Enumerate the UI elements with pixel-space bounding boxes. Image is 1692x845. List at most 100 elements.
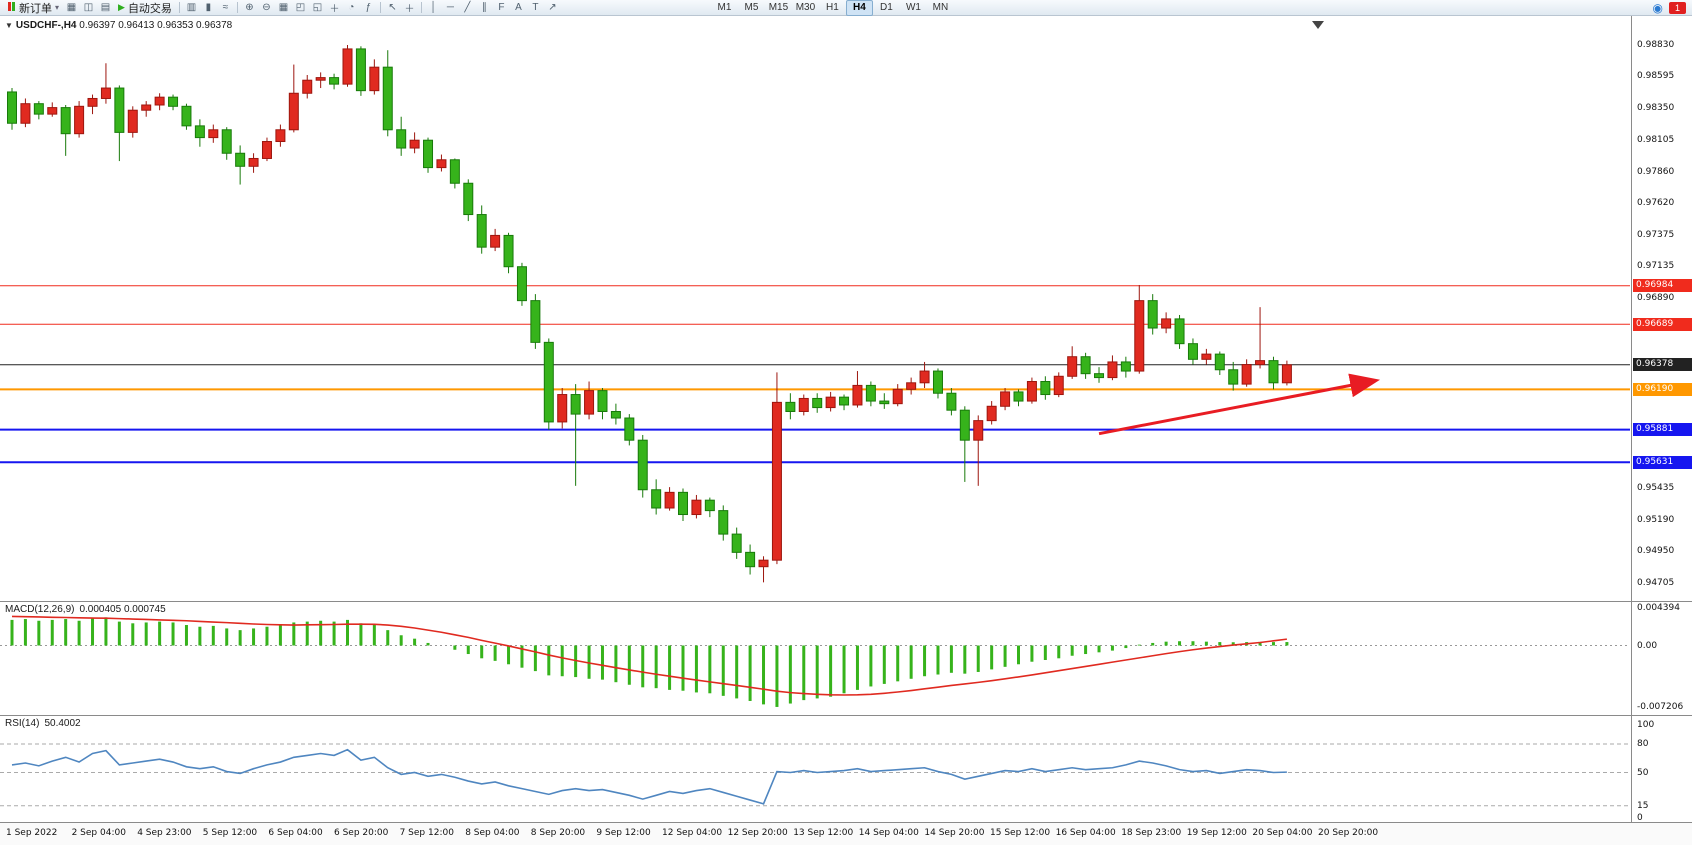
- timeframe-button-mn[interactable]: MN: [932, 1, 949, 13]
- macd-title: MACD(12,26,9): [5, 604, 75, 615]
- time-axis-label: 14 Sep 04:00: [858, 828, 919, 838]
- new-chart-icon[interactable]: ＋: [329, 4, 340, 15]
- price-tick-label: 0.98350: [1637, 102, 1675, 113]
- time-axis-label: 15 Sep 12:00: [990, 828, 1051, 838]
- timeframe-button-m5[interactable]: M5: [744, 1, 759, 13]
- main-chart-panel[interactable]: ▼ USDCHF-,H4 0.96397 0.96413 0.96353 0.96…: [0, 16, 1692, 601]
- price-tick-label: 0.98105: [1637, 134, 1675, 145]
- macd-signal-line: [11, 615, 1287, 696]
- timeframe-button-m1[interactable]: M1: [717, 1, 732, 13]
- price-tick-label: 0.94705: [1637, 578, 1675, 588]
- rsi-label: RSI(14) 50.4002: [5, 718, 81, 729]
- cascade-windows-icon[interactable]: ◰: [295, 2, 306, 13]
- timeframe-button-h1[interactable]: H1: [826, 1, 839, 13]
- chevron-down-icon: ▾: [55, 3, 60, 12]
- time-axis-label: 12 Sep 04:00: [662, 828, 723, 838]
- chart-ohlc-readout: 0.96397 0.96413 0.96353 0.96378: [79, 20, 233, 31]
- macd-panel[interactable]: MACD(12,26,9) 0.000405 0.000745 0.004394 0…: [0, 601, 1692, 715]
- rsi-scale-label: 0: [1637, 813, 1643, 822]
- macd-scale-label: 0.00: [1637, 640, 1658, 651]
- rsi-value: 50.4002: [44, 718, 81, 729]
- macd-canvas: [0, 615, 1630, 707]
- toolbar-separator: [420, 2, 422, 13]
- periods-icon[interactable]: ◔: [348, 2, 355, 13]
- time-axis-label: 1 Sep 2022: [6, 828, 58, 838]
- macd-scale-label: -0.007206: [1637, 702, 1684, 712]
- cursor-icon[interactable]: ↖: [388, 2, 397, 13]
- navigator-icon[interactable]: ▤: [100, 2, 111, 13]
- fibonacci-icon[interactable]: F: [498, 2, 505, 13]
- price-tick-label: 0.97620: [1637, 197, 1675, 208]
- community-icon[interactable]: ◉: [1652, 0, 1663, 15]
- time-axis-label: 6 Sep 04:00: [268, 828, 323, 838]
- time-axis[interactable]: 1 Sep 2022 2 Sep 04:00 4 Sep 23:00 5 Sep 12…: [0, 822, 1692, 845]
- new-order-label: 新订单: [19, 2, 52, 15]
- data-window-icon[interactable]: ◫: [83, 2, 94, 13]
- symbol-dropdown-icon[interactable]: ▼: [5, 21, 13, 30]
- time-axis-label: 5 Sep 12:00: [202, 828, 258, 838]
- timeframe-button-w1[interactable]: W1: [905, 1, 921, 13]
- bar-chart-icon[interactable]: ▥: [186, 2, 197, 13]
- rsi-scale-label: 80: [1637, 739, 1649, 749]
- price-tick-label: 0.98830: [1637, 40, 1675, 50]
- rsi-title: RSI(14): [5, 718, 40, 729]
- time-axis-label: 9 Sep 12:00: [596, 828, 651, 838]
- rsi-line: [11, 748, 1287, 805]
- time-axis-label: 8 Sep 20:00: [530, 828, 586, 838]
- trend-arrow[interactable]: [1098, 373, 1381, 436]
- candles-layer: [7, 45, 1292, 583]
- new-order-button[interactable]: 新订单 ▾: [4, 1, 63, 15]
- time-axis-label: 4 Sep 23:00: [137, 828, 192, 838]
- price-level-box: 0.96190: [1633, 382, 1692, 396]
- timeframe-button-m30[interactable]: M30: [795, 1, 816, 13]
- candlestick-chart-icon[interactable]: ▮: [205, 2, 212, 13]
- notification-badge[interactable]: 1: [1669, 1, 1686, 14]
- time-axis-label: 20 Sep 20:00: [1318, 828, 1379, 838]
- rsi-panel[interactable]: RSI(14) 50.4002 100 80 50 15 0: [0, 715, 1692, 822]
- market-watch-icon[interactable]: ▦: [66, 2, 77, 13]
- price-tick-label: 0.98595: [1637, 70, 1675, 81]
- equidistant-channel-icon[interactable]: ∥: [481, 2, 487, 13]
- macd-scale-label: 0.004394: [1637, 603, 1680, 613]
- time-axis-label: 16 Sep 04:00: [1055, 828, 1116, 838]
- trendline-icon[interactable]: ╱: [464, 2, 471, 13]
- autotrading-play-icon: ▶: [118, 2, 125, 12]
- vertical-line-icon[interactable]: │: [430, 2, 437, 13]
- price-tick-label: 0.97375: [1637, 229, 1675, 240]
- time-axis-label: 13 Sep 12:00: [793, 828, 854, 838]
- time-axis-label: 6 Sep 20:00: [334, 828, 389, 838]
- chart-title: ▼ USDCHF-,H4 0.96397 0.96413 0.96353 0.96…: [5, 20, 232, 31]
- time-axis-label: 14 Sep 20:00: [924, 828, 985, 838]
- time-axis-label: 7 Sep 12:00: [399, 828, 454, 838]
- price-tick-label: 0.97860: [1637, 166, 1675, 177]
- timeframe-button-h4[interactable]: H4: [845, 0, 873, 16]
- macd-label: MACD(12,26,9) 0.000405 0.000745: [5, 604, 166, 615]
- toolbar-separator: [236, 2, 238, 13]
- rsi-scale-label: 15: [1637, 800, 1649, 811]
- macd-histogram: [10, 617, 1289, 707]
- indicators-icon[interactable]: ƒ: [365, 2, 372, 13]
- timeframe-button-m15[interactable]: M15: [768, 1, 789, 13]
- line-chart-icon[interactable]: ≈: [222, 2, 229, 13]
- zoom-out-icon[interactable]: ⊖: [262, 2, 271, 13]
- autotrading-button[interactable]: ▶ 自动交易: [114, 1, 176, 15]
- text-icon[interactable]: A: [515, 2, 522, 13]
- arrange-windows-icon[interactable]: ◱: [312, 2, 323, 13]
- tile-windows-icon[interactable]: ▦: [278, 2, 289, 13]
- price-level-box: 0.95631: [1633, 455, 1692, 469]
- text-label-icon[interactable]: T: [532, 2, 539, 13]
- timeframe-button-d1[interactable]: D1: [880, 1, 893, 13]
- chart-shift-marker[interactable]: [1312, 21, 1324, 29]
- price-tick-label: 0.95435: [1637, 482, 1675, 493]
- time-axis-label: 12 Sep 20:00: [727, 828, 788, 838]
- zoom-in-icon[interactable]: ⊕: [245, 2, 254, 13]
- new-order-icon: [8, 1, 16, 14]
- price-scale-separator: [1631, 16, 1632, 822]
- arrows-icon[interactable]: ↗: [548, 2, 557, 13]
- price-tick-label: 0.97135: [1637, 261, 1675, 272]
- price-level-box: 0.95881: [1633, 423, 1692, 437]
- horizontal-lines-layer[interactable]: [0, 285, 1630, 464]
- horizontal-line-icon[interactable]: ─: [446, 2, 454, 13]
- crosshair-icon[interactable]: ＋: [404, 4, 415, 15]
- toolbar-separator: [379, 2, 381, 13]
